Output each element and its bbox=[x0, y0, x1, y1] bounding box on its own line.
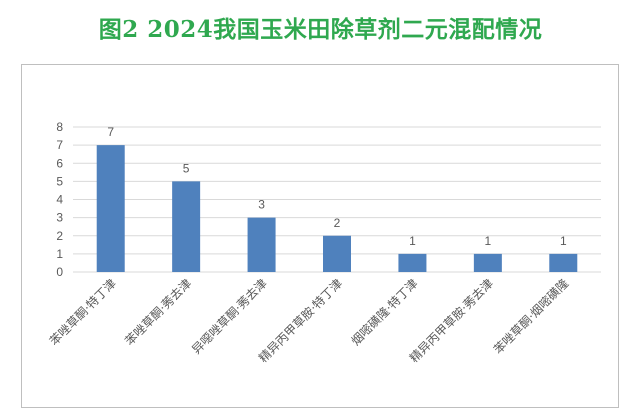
x-tick-label: 异噁唑草酮·莠去津 bbox=[189, 276, 269, 356]
data-label: 1 bbox=[560, 234, 567, 248]
x-tick-label: 精异丙甲草胺·特丁津 bbox=[255, 276, 345, 366]
bar bbox=[473, 253, 502, 272]
y-tick-label: 1 bbox=[56, 247, 63, 261]
y-tick-label: 3 bbox=[56, 211, 63, 225]
data-labels: 7 5 3 2 1 1 1 bbox=[107, 125, 567, 248]
y-tick-label: 5 bbox=[56, 174, 63, 188]
data-label: 5 bbox=[183, 161, 190, 175]
bars bbox=[96, 145, 578, 272]
bar bbox=[549, 253, 578, 272]
chart-title: 图2 2024我国玉米田除草剂二元混配情况 bbox=[98, 16, 543, 43]
bar bbox=[96, 145, 125, 272]
bar-chart: 0 1 2 3 4 5 6 7 8 7 5 3 2 1 1 1 苯唑草酮·特丁津 苯唑草酮·莠去津异噁唑草酮·… bbox=[46, 120, 601, 366]
data-label: 1 bbox=[409, 234, 416, 248]
bar bbox=[247, 217, 276, 272]
y-tick-label: 2 bbox=[56, 229, 63, 243]
bar bbox=[398, 253, 427, 272]
data-label: 1 bbox=[485, 234, 492, 248]
x-tick-label: 苯唑草酮·烟嘧磺隆 bbox=[490, 276, 571, 357]
bar bbox=[323, 235, 351, 272]
y-tick-label: 0 bbox=[56, 265, 63, 279]
data-label: 2 bbox=[334, 216, 341, 230]
y-tick-label: 4 bbox=[56, 193, 63, 207]
x-tick-label: 烟嘧磺隆·特丁津 bbox=[348, 276, 421, 349]
y-tick-label: 8 bbox=[56, 120, 63, 134]
y-tick-label: 6 bbox=[56, 156, 63, 170]
bar bbox=[172, 181, 201, 272]
data-label: 3 bbox=[258, 198, 265, 212]
x-tick-label: 精异丙甲草胺·莠去津 bbox=[407, 276, 496, 365]
x-tick-label: 苯唑草酮·莠去津 bbox=[122, 276, 194, 348]
y-axis-tick-labels: 0 1 2 3 4 5 6 7 8 bbox=[56, 120, 63, 279]
data-label: 7 bbox=[107, 125, 114, 139]
y-tick-label: 7 bbox=[56, 138, 63, 152]
chart-area: 0 1 2 3 4 5 6 7 8 7 5 3 2 1 1 1 苯唑草酮·特丁津 苯唑草酮·莠去津 异噁唑草酮·… bbox=[21, 64, 619, 408]
gridlines bbox=[73, 126, 601, 273]
x-tick-label: 苯唑草酮·特丁津 bbox=[46, 276, 119, 349]
